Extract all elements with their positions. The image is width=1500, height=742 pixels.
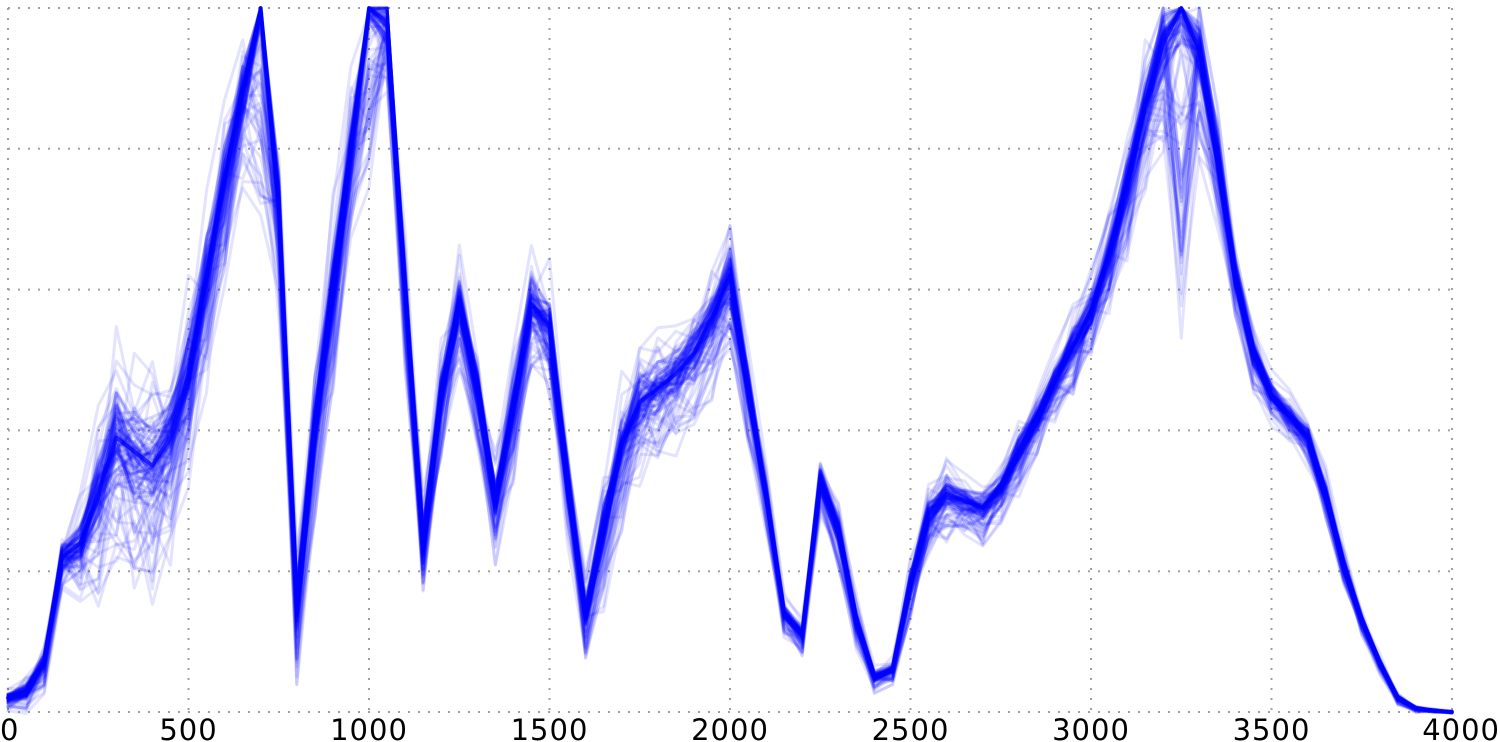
series-line — [6, 6, 1454, 714]
series-line — [6, 26, 1454, 714]
x-tick-label: 3500 — [1233, 713, 1311, 742]
series-line — [6, 6, 1454, 714]
series-line — [6, 6, 1454, 714]
series-line — [6, 6, 1454, 714]
series-line — [6, 54, 1454, 714]
series-line — [6, 29, 1454, 714]
series-line — [6, 6, 1454, 714]
series-line — [6, 6, 1454, 714]
dense-band-line — [6, 6, 1454, 714]
series-line — [6, 17, 1454, 714]
series-line — [6, 6, 1454, 714]
series-line — [6, 6, 1454, 715]
series-line — [6, 6, 1454, 714]
series-line — [6, 6, 1454, 714]
x-tick-label: 1500 — [511, 713, 589, 742]
series-line — [6, 6, 1454, 715]
series-line — [6, 6, 1454, 714]
series-line — [6, 6, 1454, 714]
x-tick-label: 0 — [0, 713, 19, 742]
series-line — [6, 9, 1454, 714]
series-line — [6, 6, 1454, 714]
series-line — [6, 55, 1454, 714]
series-line — [6, 74, 1454, 715]
series-line — [6, 6, 1454, 714]
x-tick-label: 500 — [159, 713, 217, 742]
x-tick-label: 1000 — [330, 713, 408, 742]
series-line — [6, 9, 1454, 714]
series-line — [6, 6, 1454, 714]
series-line — [6, 36, 1454, 714]
series-line — [6, 6, 1454, 714]
x-tick-label: 2500 — [872, 713, 950, 742]
series-line — [6, 6, 1454, 713]
series-line — [6, 58, 1454, 715]
x-tick-label: 2000 — [691, 713, 769, 742]
x-axis-tick-labels: 0 500 1000 1500 2000 2500 3000 3500 4000 — [0, 713, 1500, 742]
series-line — [6, 6, 1454, 714]
series-lines — [6, 6, 1454, 715]
series-line — [6, 6, 1454, 714]
series-line — [6, 25, 1454, 715]
x-tick-label: 3000 — [1052, 713, 1130, 742]
series-line — [6, 20, 1454, 715]
series-line — [6, 10, 1454, 714]
series-line — [6, 15, 1454, 714]
series-line — [6, 32, 1454, 715]
series-line — [6, 6, 1454, 714]
series-line — [6, 25, 1454, 714]
series-line — [6, 36, 1454, 714]
series-line — [6, 8, 1454, 714]
series-line — [6, 10, 1454, 714]
series-line — [6, 6, 1454, 714]
series-line — [6, 25, 1454, 713]
series-line — [6, 7, 1454, 714]
series-line — [6, 20, 1454, 715]
series-line — [6, 6, 1454, 714]
series-line — [6, 18, 1454, 715]
grid-lines — [7, 7, 1453, 713]
x-tick-label: 4000 — [1422, 713, 1500, 742]
